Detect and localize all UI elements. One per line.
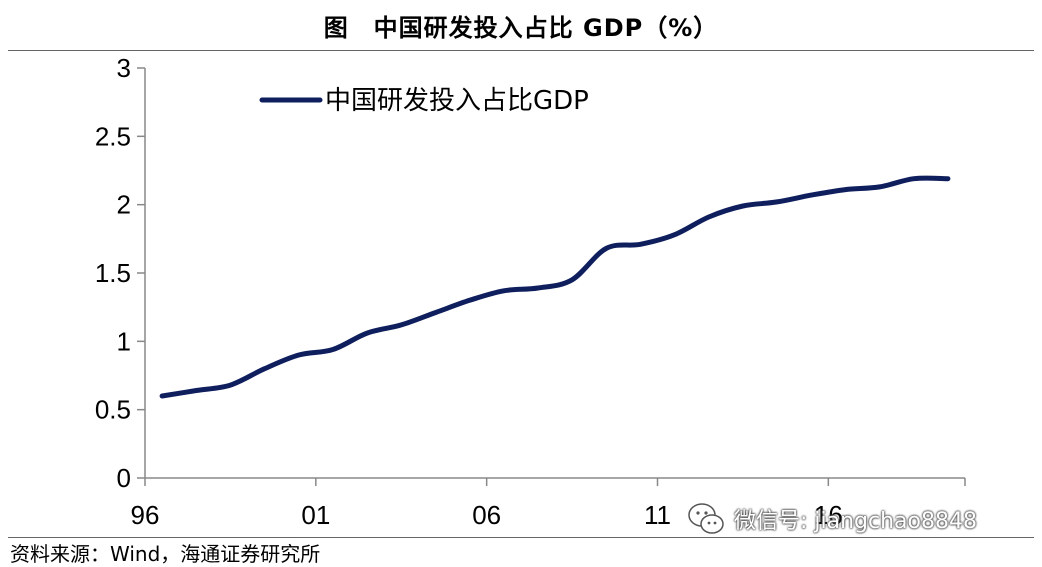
plot-area [159, 175, 951, 399]
data-point [638, 242, 642, 246]
data-point [912, 177, 916, 181]
data-point [297, 353, 301, 357]
data-point [228, 383, 232, 387]
source-note: 资料来源：Wind，海通证券研究所 [10, 541, 321, 566]
data-point [673, 233, 677, 237]
y-tick-label: 3 [117, 53, 131, 83]
data-point [502, 289, 506, 293]
x-tick-label: 16 [814, 500, 843, 530]
data-point [741, 204, 745, 208]
x-tick-label: 96 [131, 500, 160, 530]
data-point [365, 331, 369, 335]
x-tick-label: 01 [301, 500, 330, 530]
data-point [775, 200, 779, 204]
data-point [707, 215, 711, 219]
x-tick-label: 06 [472, 500, 501, 530]
data-point [433, 311, 437, 315]
data-point [263, 367, 267, 371]
y-tick-label: 0 [117, 463, 131, 493]
title-divider [8, 50, 1034, 51]
y-axis: 0 0.5 1 1.5 2 2.5 3 [95, 53, 146, 493]
y-tick-label: 1 [117, 326, 131, 356]
source-divider [8, 537, 1034, 538]
y-tick-label: 2.5 [95, 121, 131, 151]
data-point [843, 188, 847, 192]
watermark-text: 微信号: jiangchao8848 [734, 509, 977, 534]
chart-title: 图 中国研发投入占比 GDP（%） [323, 13, 719, 42]
data-point [604, 246, 608, 250]
data-point [946, 177, 950, 181]
data-point [399, 323, 403, 327]
legend: 中国研发投入占比GDP [259, 86, 589, 116]
x-axis: 96 01 06 11 16 [131, 477, 966, 530]
data-point [878, 185, 882, 189]
watermark: 微信号: jiangchao8848 [686, 497, 1016, 541]
y-tick-label: 0.5 [95, 395, 131, 425]
chart: 0 0.5 1 1.5 2 2.5 3 96 01 06 11 16 中国研发投入占比GDP [95, 53, 966, 530]
series-line [159, 175, 951, 399]
data-point [468, 298, 472, 302]
y-tick-label: 2 [117, 190, 131, 220]
data-point [331, 348, 335, 352]
y-tick-label: 1.5 [95, 258, 131, 288]
data-point [160, 394, 164, 398]
data-point [194, 389, 198, 393]
x-tick-label: 11 [644, 500, 671, 530]
wechat-icon [688, 503, 724, 534]
legend-label: 中国研发投入占比GDP [325, 86, 589, 116]
data-point [809, 193, 813, 197]
data-point [536, 286, 540, 290]
data-point [570, 278, 574, 282]
